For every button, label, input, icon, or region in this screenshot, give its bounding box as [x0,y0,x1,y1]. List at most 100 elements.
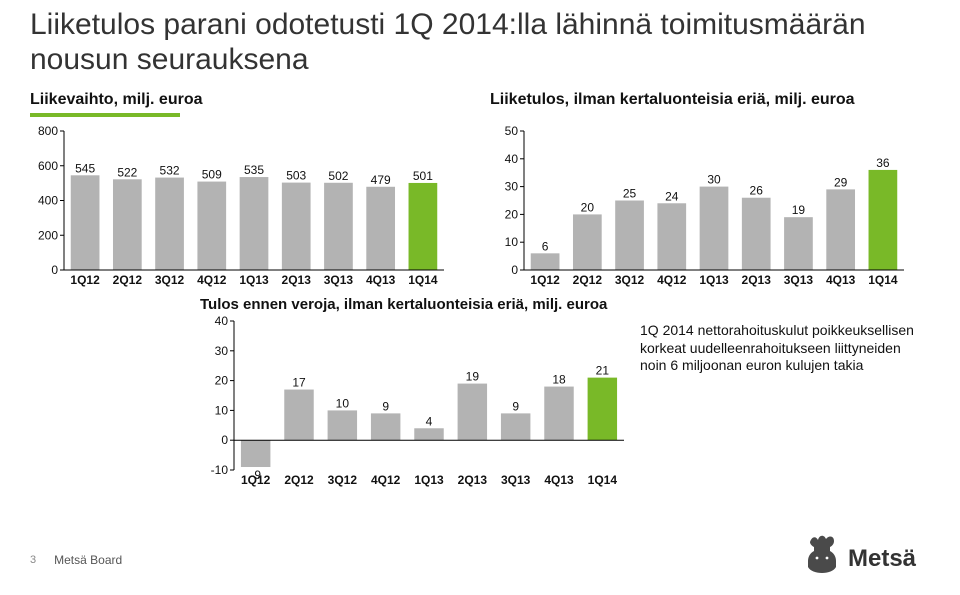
footer-brand: Metsä Board [54,553,122,567]
svg-text:503: 503 [286,169,306,183]
bar [615,201,644,271]
svg-text:4Q12: 4Q12 [657,273,687,287]
svg-text:4Q13: 4Q13 [544,473,574,487]
svg-text:1Q13: 1Q13 [239,273,269,287]
svg-text:9: 9 [382,399,389,413]
svg-text:30: 30 [707,173,721,187]
svg-text:1Q14: 1Q14 [408,273,438,287]
svg-text:1Q14: 1Q14 [868,273,898,287]
logo-text: Metsä [848,545,917,572]
svg-text:2Q12: 2Q12 [284,473,314,487]
bar [501,413,530,440]
moose-icon [808,536,836,573]
svg-text:6: 6 [542,239,549,253]
bar [328,410,357,440]
accent-underline [30,113,180,117]
svg-text:20: 20 [581,200,595,214]
svg-text:3Q13: 3Q13 [324,273,354,287]
bar [531,253,560,270]
svg-text:18: 18 [552,373,566,387]
svg-text:1Q13: 1Q13 [699,273,729,287]
logo: Metsä [800,534,930,585]
svg-text:4: 4 [426,414,433,428]
svg-text:502: 502 [328,169,348,183]
bar [409,183,438,270]
svg-text:50: 50 [505,125,519,138]
svg-text:0: 0 [221,433,228,447]
svg-text:30: 30 [505,180,519,194]
svg-text:1Q12: 1Q12 [70,273,100,287]
svg-text:10: 10 [505,235,519,249]
svg-text:600: 600 [38,159,58,173]
svg-text:3Q12: 3Q12 [155,273,185,287]
svg-text:4Q12: 4Q12 [371,473,401,487]
chart-ebit: 01020304050620252430261929361Q122Q123Q12… [490,125,910,290]
svg-text:-10: -10 [211,463,229,477]
page-number: 3 [30,554,36,566]
chart-revenue: 0200400600800545522532509535503502479501… [30,125,450,290]
bar [657,203,686,270]
bar [458,384,487,441]
footer: 3 Metsä Board Metsä [0,534,960,585]
chart-pretax: Tulos ennen veroja, ilman kertaluonteisi… [200,296,630,490]
svg-text:4Q12: 4Q12 [197,273,227,287]
bar [588,378,617,441]
svg-text:20: 20 [505,207,519,221]
svg-text:545: 545 [75,161,95,175]
svg-text:3Q12: 3Q12 [615,273,645,287]
bar [826,189,855,270]
svg-text:9: 9 [512,399,519,413]
note-text: 1Q 2014 nettorahoituskulut poikkeukselli… [630,296,930,490]
bar [700,187,729,270]
svg-text:2Q12: 2Q12 [113,273,143,287]
page-title: Liiketulos parani odotetusti 1Q 2014:lla… [30,8,930,77]
svg-text:20: 20 [215,374,229,388]
bar [284,390,313,441]
svg-text:4Q13: 4Q13 [826,273,856,287]
chart2-heading: Liiketulos, ilman kertaluonteisia eriä, … [490,91,930,109]
svg-text:29: 29 [834,175,848,189]
svg-text:1Q12: 1Q12 [530,273,560,287]
bar [240,177,269,270]
svg-text:10: 10 [215,403,229,417]
svg-text:800: 800 [38,125,58,138]
svg-text:0: 0 [51,263,58,277]
bar [784,217,813,270]
bar [71,175,100,270]
svg-text:3Q13: 3Q13 [784,273,814,287]
svg-text:3Q13: 3Q13 [501,473,531,487]
svg-text:26: 26 [750,184,764,198]
bar [324,183,353,270]
chart1-heading: Liikevaihto, milj. euroa [30,91,450,109]
bar [371,413,400,440]
svg-text:200: 200 [38,228,58,242]
svg-text:1Q14: 1Q14 [588,473,618,487]
svg-text:1Q12: 1Q12 [241,473,271,487]
bar [113,179,142,270]
svg-text:509: 509 [202,168,222,182]
bar [282,183,311,270]
bar [869,170,898,270]
svg-text:40: 40 [215,315,229,328]
bar [742,198,771,270]
svg-text:19: 19 [466,370,480,384]
svg-text:36: 36 [876,156,890,170]
svg-text:30: 30 [215,344,229,358]
svg-text:25: 25 [623,187,637,201]
bar [544,387,573,441]
svg-text:40: 40 [505,152,519,166]
svg-text:17: 17 [292,376,306,390]
svg-text:19: 19 [792,203,806,217]
svg-text:532: 532 [160,164,180,178]
svg-text:4Q13: 4Q13 [366,273,396,287]
svg-text:2Q13: 2Q13 [458,473,488,487]
svg-text:501: 501 [413,169,433,183]
bar [366,187,395,270]
bar [573,214,602,270]
bar [414,428,443,440]
bar [241,440,270,467]
svg-text:21: 21 [596,364,610,378]
svg-text:522: 522 [117,165,137,179]
svg-text:2Q12: 2Q12 [573,273,603,287]
svg-text:24: 24 [665,189,679,203]
